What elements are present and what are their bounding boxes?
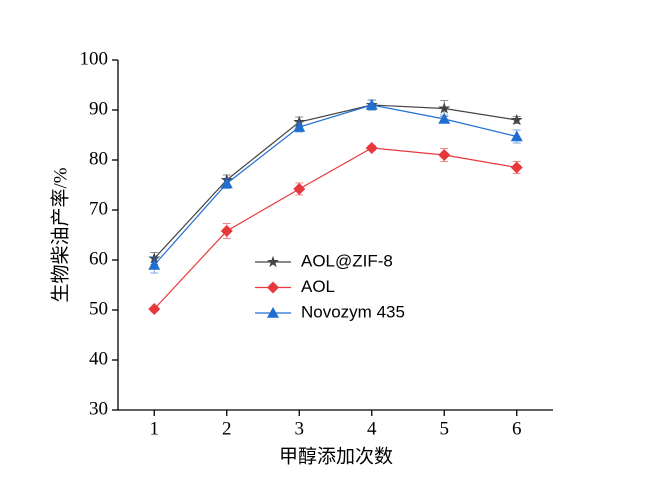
marker [438, 102, 451, 114]
x-tick-label: 4 [367, 418, 377, 439]
series-line [153, 104, 517, 259]
marker [510, 161, 523, 174]
marker [438, 149, 451, 161]
marker [365, 142, 378, 154]
x-tick-label: 5 [440, 418, 450, 439]
y-axis-label: 生物柴油产率/% [49, 167, 71, 302]
marker [510, 130, 523, 142]
series-line [153, 104, 517, 266]
series-line [153, 147, 517, 310]
marker [293, 183, 306, 195]
y-tick-label: 50 [89, 298, 108, 319]
marker [293, 121, 306, 132]
legend-label: AOL [301, 277, 335, 296]
y-tick-label: 100 [80, 48, 109, 69]
y-tick-label: 80 [89, 148, 108, 169]
x-tick-label: 1 [150, 418, 160, 439]
x-tick-label: 2 [222, 418, 232, 439]
marker [267, 281, 279, 294]
marker [438, 113, 451, 124]
y-tick-label: 70 [89, 198, 108, 219]
marker [148, 303, 161, 315]
y-tick-label: 40 [89, 348, 108, 369]
y-tick-label: 30 [89, 398, 108, 419]
y-tick-label: 60 [89, 248, 108, 269]
y-tick-label: 90 [89, 98, 108, 119]
legend-label: Novozym 435 [301, 302, 405, 321]
marker [220, 177, 233, 189]
marker [220, 225, 233, 237]
marker [365, 99, 378, 110]
marker [267, 255, 279, 268]
legend-label: AOL@ZIF-8 [301, 251, 393, 270]
marker [510, 113, 523, 126]
x-tick-label: 3 [295, 418, 305, 439]
marker [267, 307, 279, 318]
x-axis-label: 甲醇添加次数 [279, 445, 393, 467]
x-tick-label: 6 [512, 418, 522, 439]
marker [148, 259, 161, 270]
